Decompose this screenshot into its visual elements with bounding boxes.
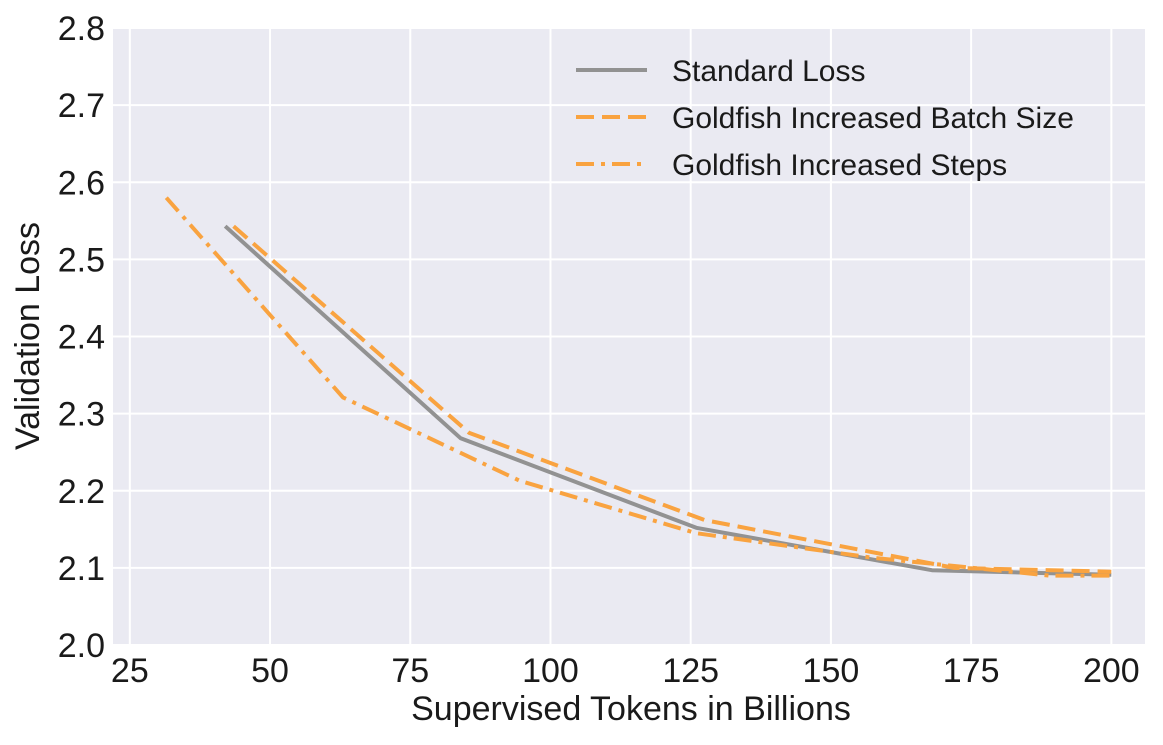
legend: Standard Loss Goldfish Increased Batch Si… (576, 55, 1074, 182)
tick-labels: 25 50 75 100 125 150 175 200 2.0 2.1 2.2 2.3 2.4 2.5 2… (58, 10, 1140, 690)
y-tick-label: 2.8 (58, 10, 105, 48)
y-tick-label: 2.4 (58, 319, 105, 357)
x-tick-label: 150 (803, 652, 860, 690)
y-tick-label: 2.6 (58, 164, 105, 202)
x-tick-label: 100 (522, 652, 579, 690)
y-tick-label: 2.3 (58, 396, 105, 434)
legend-label-3: Goldfish Increased Steps (672, 149, 1007, 182)
series-line-3 (164, 196, 1112, 578)
y-tick-label: 2.5 (58, 241, 105, 279)
series-line-2 (232, 224, 1112, 574)
y-tick-label: 2.1 (58, 550, 105, 588)
x-axis-label: Supervised Tokens in Billions (411, 690, 851, 728)
y-tick-label: 2.0 (58, 627, 105, 665)
x-tick-label: 175 (943, 652, 1000, 690)
x-tick-label: 75 (391, 652, 429, 690)
x-tick-label: 125 (662, 652, 719, 690)
x-tick-label: 50 (251, 652, 289, 690)
legend-label-1: Standard Loss (672, 55, 865, 88)
series-lines (164, 196, 1112, 578)
x-tick-label: 25 (111, 652, 149, 690)
y-tick-label: 2.2 (58, 473, 105, 511)
x-tick-label: 200 (1083, 652, 1140, 690)
y-tick-label: 2.7 (58, 87, 105, 125)
legend-label-2: Goldfish Increased Batch Size (672, 102, 1074, 135)
y-axis-label: Validation Loss (9, 222, 47, 450)
